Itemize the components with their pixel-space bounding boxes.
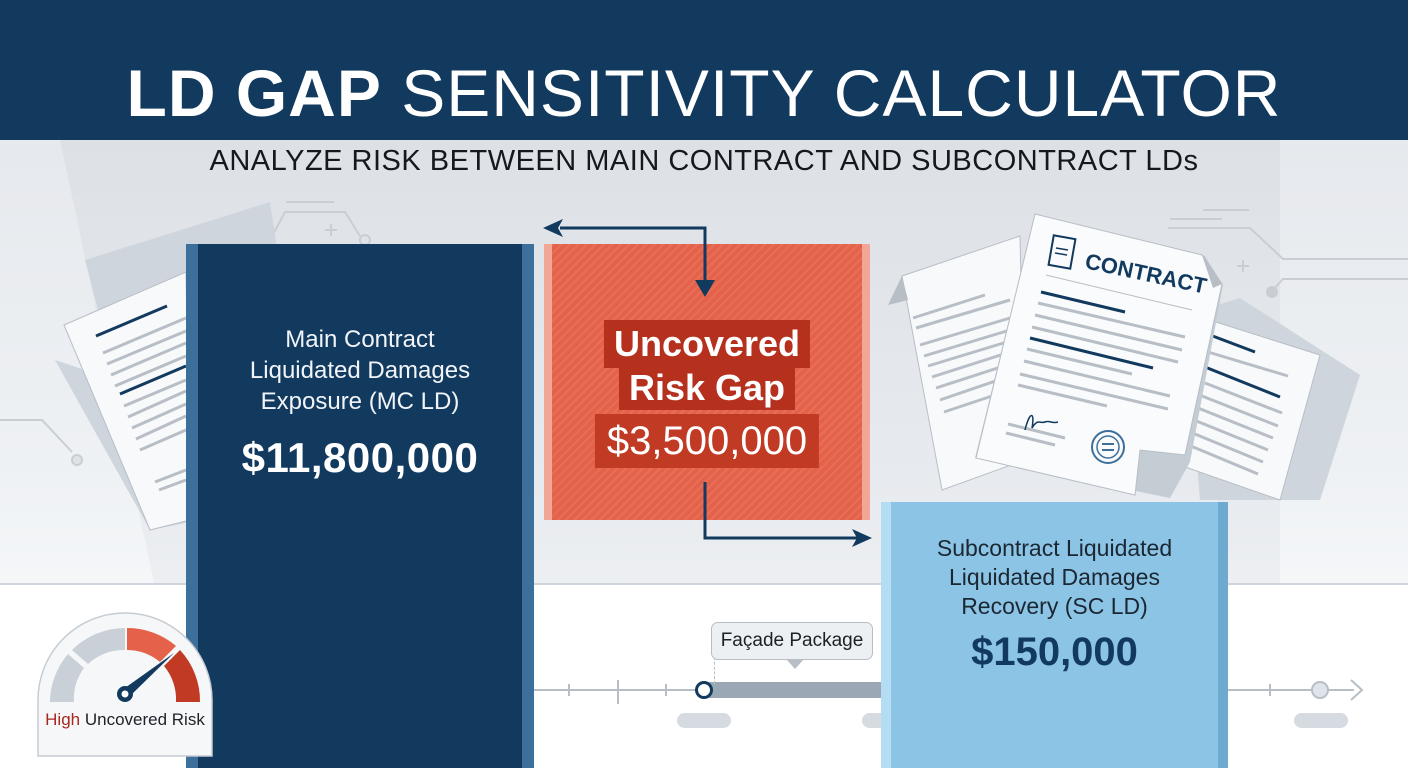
tooltip-connector: [714, 638, 715, 684]
main-contract-label: Main Contract Liquidated Damages Exposur…: [198, 324, 522, 417]
subcontract-value: $150,000: [971, 630, 1138, 674]
subcontract-bar: Subcontract Liquidated Liquidated Damage…: [881, 502, 1228, 768]
label-line: Recovery (SC LD): [961, 593, 1148, 619]
timeline-tick: [568, 684, 570, 696]
gap-value: $3,500,000: [594, 414, 820, 468]
timeline-tick: [617, 680, 619, 704]
timeline-node-end[interactable]: [1311, 681, 1329, 699]
document-icon: [1047, 234, 1077, 270]
gauge-icon: [37, 612, 213, 757]
contract-documents: CONTRACT: [888, 213, 1360, 501]
label-line: Exposure (MC LD): [260, 388, 460, 415]
signature-icon: [1024, 414, 1059, 431]
gauge-label: High Uncovered Risk: [36, 710, 214, 730]
gap-label-line2: Risk Gap: [618, 366, 796, 410]
page-subtitle: ANALYZE RISK BETWEEN MAIN CONTRACT AND S…: [209, 145, 1199, 177]
title-light: SENSITIVITY CALCULATOR: [401, 56, 1282, 130]
gauge-level: High: [45, 710, 81, 729]
label-line: Liquidated Damages: [249, 357, 471, 384]
facade-package-tooltip: Façade Package: [711, 622, 873, 669]
gap-label-line1: Uncovered: [603, 320, 811, 368]
label-line: Main Contract: [285, 326, 435, 353]
subcontract-label: Subcontract Liquidated Liquidated Damage…: [891, 534, 1218, 621]
risk-gap-box: Uncovered Risk Gap $3,500,000: [544, 244, 870, 520]
timeline-label-placeholder: [677, 713, 731, 728]
seal-icon: [1091, 430, 1125, 464]
main-contract-bar: Main Contract Liquidated Damages Exposur…: [186, 244, 534, 768]
label-line: Liquidated Damages: [949, 564, 1160, 590]
page-title: LD GAP SENSITIVITY CALCULATOR: [127, 60, 1282, 126]
risk-gauge: High Uncovered Risk: [36, 610, 214, 758]
title-bold: LD GAP: [126, 56, 382, 130]
gauge-label-text: Uncovered Risk: [84, 710, 205, 729]
facade-package-bar: [706, 682, 882, 698]
header-banner: LD GAP SENSITIVITY CALCULATOR: [0, 0, 1408, 140]
main-contract-value: $11,800,000: [241, 434, 479, 481]
label-line: Subcontract Liquidated: [936, 535, 1173, 561]
timeline-label-placeholder: [1294, 713, 1348, 728]
timeline-node-facade[interactable]: [695, 681, 713, 699]
timeline-tick: [1269, 684, 1271, 696]
timeline-tick: [665, 684, 667, 696]
